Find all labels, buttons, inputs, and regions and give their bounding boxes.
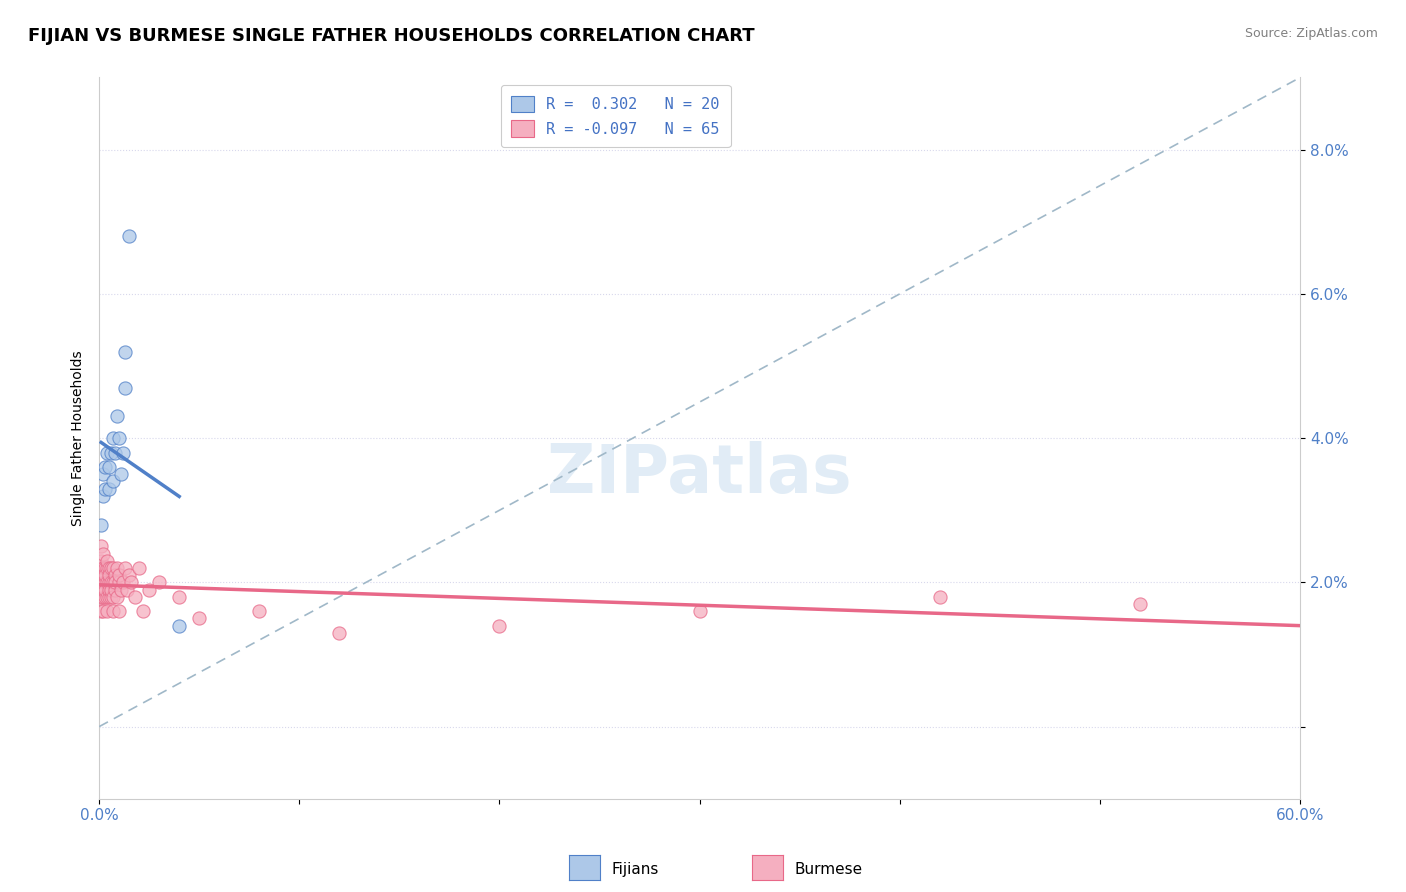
Point	[128, 561, 150, 575]
Point	[110, 582, 132, 597]
Point	[114, 381, 136, 395]
Point	[138, 582, 160, 597]
Point	[101, 561, 124, 575]
Point	[928, 590, 950, 604]
Point	[105, 409, 128, 424]
Point	[90, 582, 112, 597]
Point	[94, 561, 117, 575]
Point	[94, 459, 117, 474]
Point	[98, 590, 121, 604]
Point	[96, 445, 118, 459]
Point	[91, 582, 114, 597]
Point	[91, 489, 114, 503]
Point	[100, 575, 122, 590]
Point	[148, 575, 170, 590]
Point	[167, 590, 190, 604]
Point	[104, 445, 127, 459]
Point	[110, 467, 132, 482]
Point	[105, 561, 128, 575]
Point	[90, 604, 112, 618]
Point	[96, 575, 118, 590]
Point	[96, 554, 118, 568]
Text: Source: ZipAtlas.com: Source: ZipAtlas.com	[1244, 27, 1378, 40]
Point	[114, 561, 136, 575]
Text: Fijians: Fijians	[612, 863, 659, 877]
Point	[94, 590, 117, 604]
Point	[98, 568, 121, 582]
Point	[488, 618, 510, 632]
Point	[1129, 597, 1152, 611]
Point	[96, 590, 118, 604]
Point	[101, 431, 124, 445]
Text: FIJIAN VS BURMESE SINGLE FATHER HOUSEHOLDS CORRELATION CHART: FIJIAN VS BURMESE SINGLE FATHER HOUSEHOL…	[28, 27, 755, 45]
Point	[114, 344, 136, 359]
Point	[91, 604, 114, 618]
Point	[104, 575, 127, 590]
Point	[124, 590, 146, 604]
Point	[100, 590, 122, 604]
Point	[100, 445, 122, 459]
Y-axis label: Single Father Households: Single Father Households	[72, 351, 86, 526]
Point	[689, 604, 711, 618]
Point	[108, 568, 131, 582]
Point	[96, 561, 118, 575]
Point	[90, 554, 112, 568]
Point	[108, 575, 131, 590]
Point	[112, 445, 135, 459]
Point	[101, 590, 124, 604]
Point	[91, 547, 114, 561]
Point	[115, 582, 138, 597]
Point	[132, 604, 155, 618]
Point	[90, 590, 112, 604]
Point	[101, 604, 124, 618]
Point	[94, 582, 117, 597]
Point	[247, 604, 270, 618]
Point	[108, 604, 131, 618]
Point	[98, 561, 121, 575]
Point	[112, 575, 135, 590]
Point	[91, 590, 114, 604]
Point	[105, 590, 128, 604]
Point	[91, 467, 114, 482]
Point	[98, 482, 121, 496]
Point	[120, 575, 142, 590]
Point	[328, 625, 350, 640]
Point	[91, 568, 114, 582]
Point	[188, 611, 211, 625]
Point	[90, 575, 112, 590]
Point	[101, 475, 124, 489]
Point	[98, 575, 121, 590]
Point	[100, 561, 122, 575]
Point	[108, 431, 131, 445]
Point	[101, 575, 124, 590]
Text: Burmese: Burmese	[794, 863, 862, 877]
Point	[90, 568, 112, 582]
Point	[91, 575, 114, 590]
Point	[98, 459, 121, 474]
Point	[94, 482, 117, 496]
Point	[104, 582, 127, 597]
Legend: R =  0.302   N = 20, R = -0.097   N = 65: R = 0.302 N = 20, R = -0.097 N = 65	[501, 85, 731, 147]
Point	[98, 582, 121, 597]
Point	[94, 575, 117, 590]
Point	[167, 618, 190, 632]
Point	[104, 568, 127, 582]
Text: ZIPatlas: ZIPatlas	[547, 442, 852, 508]
Point	[118, 568, 141, 582]
Point	[118, 229, 141, 244]
Point	[90, 561, 112, 575]
Point	[91, 561, 114, 575]
Point	[90, 539, 112, 553]
Point	[96, 604, 118, 618]
Point	[100, 582, 122, 597]
Point	[90, 517, 112, 532]
Point	[94, 568, 117, 582]
